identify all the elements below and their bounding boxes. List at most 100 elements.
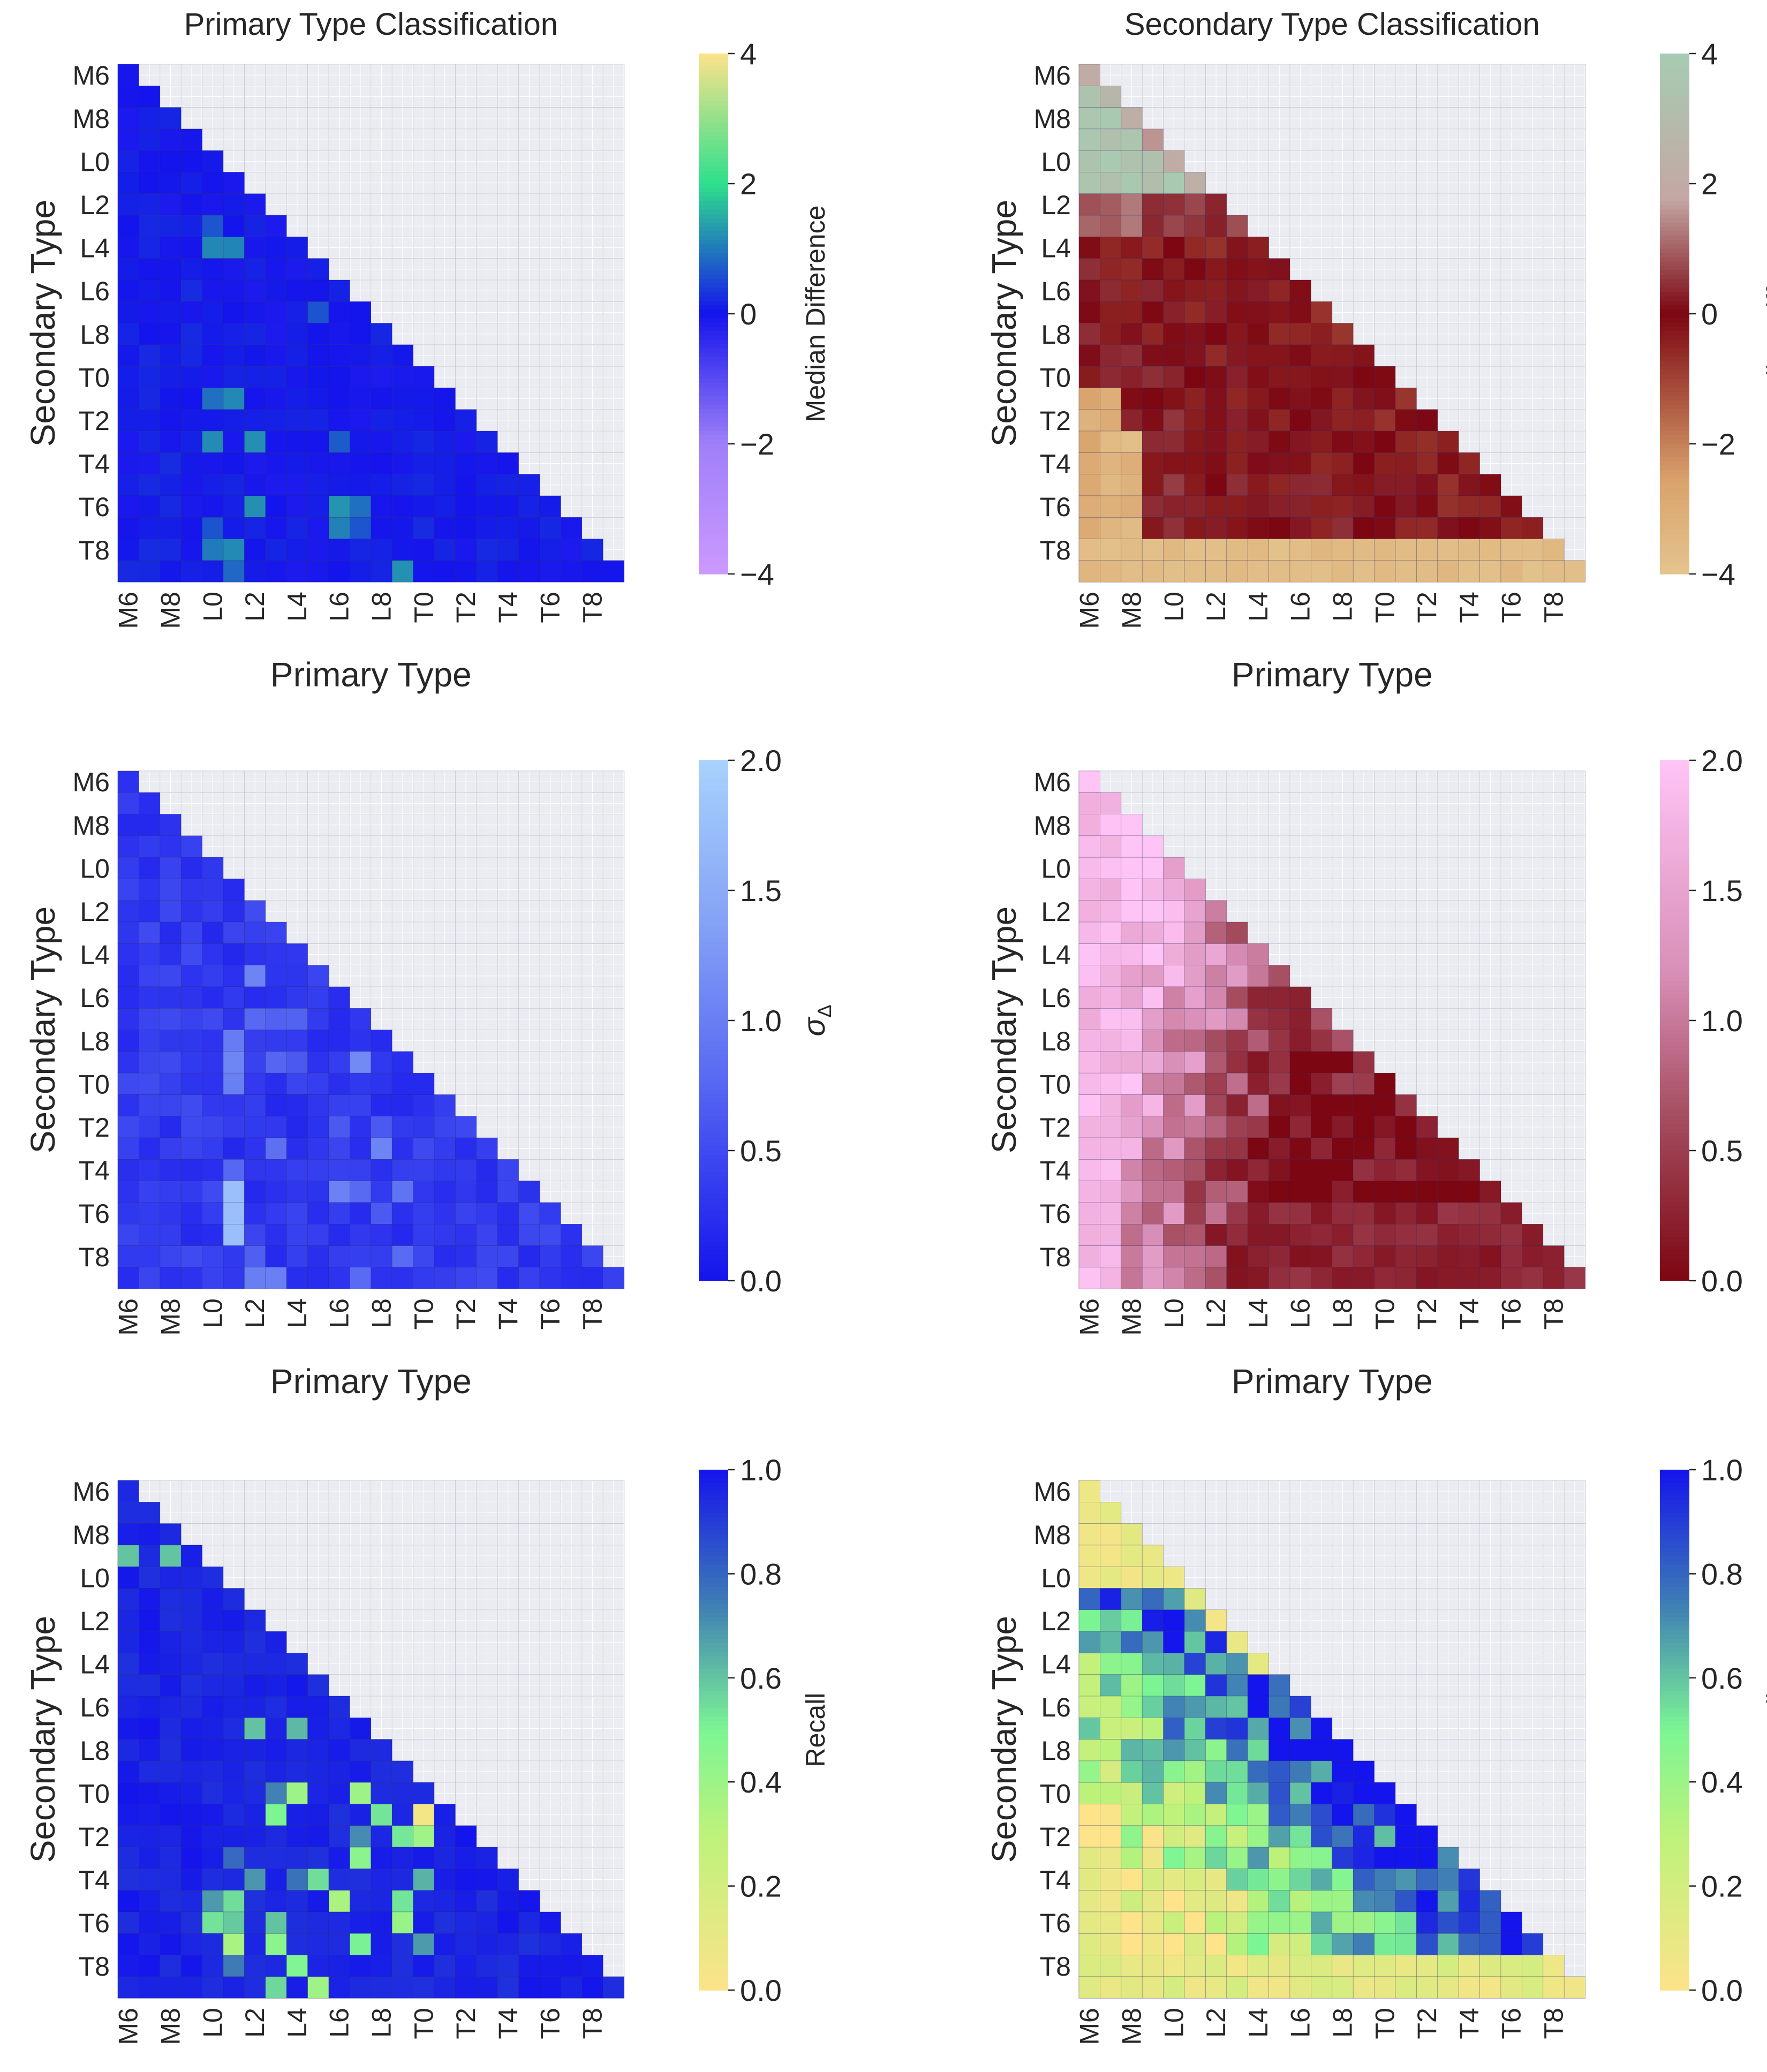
heatmap-cell bbox=[1163, 474, 1185, 496]
heatmap-cell bbox=[350, 1955, 372, 1977]
heatmap-cell bbox=[307, 323, 329, 345]
x-tick-label: L4 bbox=[282, 2008, 312, 2038]
heatmap-cell bbox=[561, 1267, 583, 1289]
y-tick-label: M8 bbox=[1034, 104, 1071, 134]
colorbar-segment bbox=[1660, 1094, 1689, 1099]
heatmap-cell bbox=[1226, 323, 1248, 345]
heatmap-cell bbox=[1142, 495, 1164, 518]
heatmap-cell bbox=[328, 1933, 350, 1955]
heatmap-cell bbox=[1268, 1825, 1290, 1848]
heatmap-cell bbox=[561, 1245, 583, 1268]
colorbar-segment bbox=[699, 1046, 728, 1052]
colorbar-segment bbox=[699, 1851, 728, 1856]
colorbar-segment bbox=[1660, 1747, 1689, 1752]
heatmap-cell bbox=[1374, 1911, 1396, 1934]
colorbar-tick-label: 0.5 bbox=[1701, 1134, 1743, 1168]
heatmap-cell bbox=[1416, 539, 1438, 561]
heatmap-cell bbox=[1121, 1267, 1143, 1289]
heatmap-cell bbox=[350, 1760, 372, 1783]
heatmap-cell bbox=[1289, 1094, 1311, 1117]
heatmap-cell bbox=[180, 943, 202, 966]
colorbar-segment bbox=[1660, 1669, 1689, 1674]
heatmap-cell bbox=[286, 409, 308, 432]
heatmap-cell bbox=[286, 474, 308, 496]
colorbar-tick-label: 0.6 bbox=[1701, 1661, 1743, 1695]
heatmap-cell bbox=[1078, 1890, 1100, 1912]
heatmap-cell bbox=[117, 1008, 139, 1030]
heatmap-cell bbox=[1205, 539, 1227, 561]
heatmap-cell bbox=[1078, 1976, 1100, 1999]
colorbar-segment bbox=[1660, 1155, 1689, 1160]
colorbar-segment bbox=[699, 296, 728, 301]
heatmap-cell bbox=[307, 986, 329, 1009]
heatmap-cell bbox=[518, 1911, 540, 1934]
heatmap-cell bbox=[1163, 1976, 1185, 1999]
colorbar-segment bbox=[1660, 1873, 1689, 1878]
colorbar-segment bbox=[1660, 370, 1689, 375]
heatmap-cell bbox=[1205, 279, 1227, 302]
y-tick-label: M6 bbox=[73, 61, 110, 90]
heatmap-cell bbox=[1078, 792, 1100, 814]
heatmap-cell bbox=[1247, 323, 1269, 345]
colorbar-segment bbox=[1660, 1699, 1689, 1705]
colorbar-segment bbox=[1660, 1504, 1689, 1509]
heatmap-cell bbox=[582, 1955, 603, 1977]
colorbar-segment bbox=[1660, 1016, 1689, 1021]
y-tick-label: T8 bbox=[1040, 1952, 1071, 1982]
heatmap-cell bbox=[1226, 1718, 1248, 1740]
heatmap-cell bbox=[455, 1245, 477, 1268]
colorbar-segment bbox=[1660, 1064, 1689, 1069]
heatmap-cell bbox=[328, 1869, 350, 1890]
heatmap-cell bbox=[202, 409, 224, 432]
heatmap-cell bbox=[1332, 1911, 1354, 1934]
colorbar-segment bbox=[1660, 114, 1689, 119]
heatmap-cell bbox=[1205, 1760, 1227, 1783]
x-tick-label: L2 bbox=[1201, 1298, 1231, 1328]
colorbar-segment bbox=[1660, 804, 1689, 808]
colorbar-segment bbox=[1660, 487, 1689, 492]
colorbar-segment bbox=[699, 955, 728, 961]
colorbar-segment bbox=[699, 1951, 728, 1956]
heatmap-cell bbox=[476, 1847, 498, 1869]
heatmap-cell bbox=[350, 1181, 372, 1203]
heatmap-cell bbox=[180, 1116, 202, 1138]
colorbar-segment bbox=[699, 521, 728, 527]
heatmap-cell bbox=[1416, 1955, 1438, 1977]
heatmap-cell bbox=[160, 495, 182, 518]
heatmap-cell bbox=[1416, 1933, 1438, 1955]
heatmap-cell bbox=[350, 452, 372, 475]
heatmap-cell bbox=[223, 1674, 245, 1697]
heatmap-cell bbox=[434, 560, 456, 583]
heatmap-cell bbox=[160, 1804, 182, 1826]
heatmap-cell bbox=[391, 1159, 413, 1181]
heatmap-cell bbox=[223, 388, 245, 410]
y-tick-label: M8 bbox=[73, 811, 110, 841]
heatmap-cell bbox=[117, 879, 139, 901]
heatmap-cell bbox=[371, 517, 392, 539]
colorbar-segment bbox=[1660, 1808, 1689, 1813]
heatmap-cell bbox=[180, 835, 202, 858]
heatmap-cell bbox=[117, 409, 139, 432]
colorbar-segment bbox=[699, 868, 728, 874]
colorbar-segment bbox=[699, 118, 728, 124]
heatmap-cell bbox=[561, 1224, 583, 1246]
heatmap-cell bbox=[350, 1869, 372, 1890]
heatmap-cell bbox=[202, 1008, 224, 1030]
colorbar-segment bbox=[1660, 335, 1689, 341]
heatmap-cell bbox=[1289, 1804, 1311, 1826]
heatmap-cell bbox=[1163, 1631, 1185, 1653]
heatmap-cell bbox=[1100, 258, 1122, 281]
heatmap-cell bbox=[1353, 1202, 1375, 1224]
colorbar-segment bbox=[1660, 1534, 1689, 1540]
heatmap-cell bbox=[328, 1267, 350, 1289]
colorbar-segment bbox=[699, 895, 728, 899]
heatmap-cell bbox=[1100, 1890, 1122, 1912]
heatmap-cell bbox=[265, 1825, 287, 1848]
colorbar-segment bbox=[1660, 1517, 1689, 1522]
colorbar-segment bbox=[699, 127, 728, 132]
colorbar-segment bbox=[699, 1033, 728, 1039]
heatmap-cell bbox=[371, 539, 392, 561]
colorbar-segment bbox=[699, 1232, 728, 1238]
heatmap-cell bbox=[223, 1955, 245, 1977]
